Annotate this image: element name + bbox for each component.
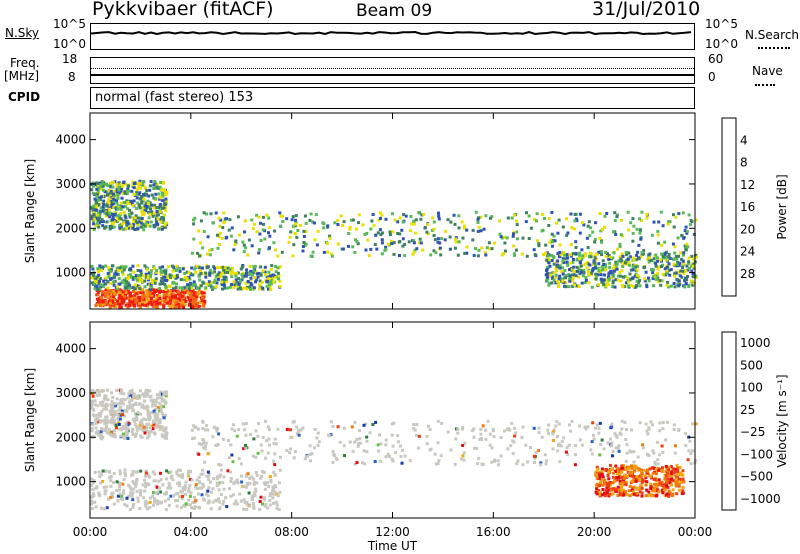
- echo-region-3: [190, 210, 698, 258]
- colorbar-tick-label: 4: [740, 133, 748, 147]
- nave-tick-bottom: 0: [708, 70, 716, 84]
- colorbar-tick-label: −500: [740, 470, 773, 484]
- date-label: 31/Jul/2010: [592, 0, 701, 20]
- velocity-panel: 1000 2000 3000 4000 Slant Range [km] 1000 500 1…: [23, 321, 789, 553]
- nsearch-legend-line: [758, 47, 790, 49]
- freq-label-line2: [MHz]: [4, 69, 40, 83]
- freq-panel: [90, 57, 695, 84]
- cpid-text: normal (fast stereo) 153: [95, 90, 254, 105]
- colorbar-label: Velocity [m s⁻¹]: [775, 374, 789, 467]
- colorbar-label: Power [dB]: [775, 174, 789, 239]
- colorbar-tick-label: 12: [740, 178, 755, 192]
- freq-label-line1: Freq.: [10, 56, 40, 70]
- colorbar-tick-label: 28: [740, 267, 755, 281]
- colorbar-tick-label: 1000: [740, 336, 771, 350]
- x-tick-label: 16:00: [476, 525, 511, 539]
- colorbar-tick-label: 8: [740, 156, 748, 170]
- cpid-label: CPID: [8, 90, 41, 104]
- echo-region-2: [190, 419, 698, 467]
- nsky-label: N.Sky: [5, 26, 40, 40]
- echo-region-0: [90, 468, 282, 512]
- y-tick-label: 2000: [55, 430, 86, 444]
- echo-region-3: [594, 463, 686, 498]
- x-tick-label: 04:00: [174, 525, 209, 539]
- y-axis-label: Slant Range [km]: [23, 159, 37, 263]
- echo-region-1: [90, 264, 282, 292]
- colorbar-tick-label: −100: [740, 447, 773, 461]
- colorbar-tick-label: −1000: [740, 492, 781, 506]
- x-tick-label: 20:00: [577, 525, 612, 539]
- y-tick-label: 1000: [55, 266, 86, 280]
- nave-tick-top: 60: [708, 52, 724, 66]
- y-axis-label: Slant Range [km]: [23, 368, 37, 472]
- colorbar-tick-label: 24: [740, 245, 755, 259]
- nsky-tick-top: 10^5: [53, 17, 86, 31]
- colorbar-tick-label: 16: [740, 200, 755, 214]
- echo-region-1: [90, 388, 169, 441]
- nsky-tick-bottom: 10^0: [53, 37, 86, 51]
- nave-label: Nave: [752, 64, 783, 78]
- y-tick-label: 2000: [55, 221, 86, 235]
- y-tick-label: 1000: [55, 475, 86, 489]
- plot-area: [90, 113, 695, 309]
- y-tick-label: 3000: [55, 386, 86, 400]
- colorbar-frame: [721, 331, 737, 511]
- colorbar-tick-label: 500: [740, 358, 763, 372]
- echo-region-4: [544, 250, 698, 289]
- beam-label: Beam 09: [356, 1, 433, 21]
- freq-trace: [91, 74, 694, 76]
- nsearch-tick-bottom: 10^0: [705, 37, 738, 51]
- colorbar-tick-label: 100: [740, 381, 763, 395]
- echo-region-0: [94, 288, 207, 309]
- freq-tick-top: 18: [62, 52, 78, 66]
- x-tick-label: 00:00: [678, 525, 713, 539]
- nsearch-tick-top: 10^5: [705, 17, 738, 31]
- nave-trace: [91, 68, 694, 69]
- y-tick-label: 4000: [55, 133, 86, 147]
- colorbar-tick-label: 20: [740, 222, 755, 236]
- x-tick-label: 08:00: [274, 525, 309, 539]
- echo-region-2: [90, 179, 169, 232]
- colorbar-frame: [721, 117, 737, 297]
- x-axis-label: Time UT: [367, 539, 418, 553]
- freq-tick-bottom: 8: [68, 70, 76, 84]
- cpid-panel: normal (fast stereo) 153: [90, 87, 695, 109]
- nave-legend-line: [755, 84, 775, 86]
- x-tick-label: 12:00: [375, 525, 410, 539]
- y-tick-label: 3000: [55, 177, 86, 191]
- colorbar-tick-label: −25: [740, 425, 765, 439]
- x-tick-label: 00:00: [73, 525, 108, 539]
- nsky-trace: [90, 30, 692, 36]
- station-title: Pykkvibaer (fitACF): [92, 0, 274, 20]
- power-panel: 1000 2000 3000 4000 Slant Range [km] 4 8 12 16 20…: [23, 112, 789, 310]
- nsky-panel: [90, 23, 695, 50]
- colorbar-tick-label: 25: [740, 403, 755, 417]
- nsearch-label: N.Search: [745, 28, 800, 42]
- y-tick-label: 4000: [55, 342, 86, 356]
